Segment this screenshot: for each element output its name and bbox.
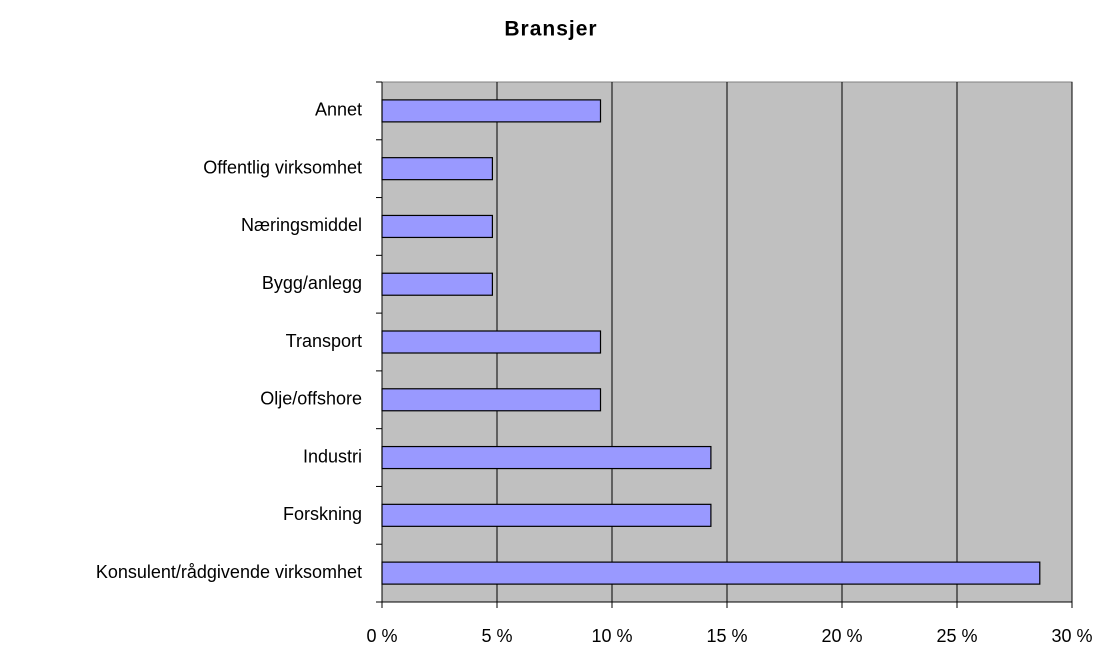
bar: [381, 99, 602, 123]
bar: [381, 330, 602, 354]
x-tick-label: 5 %: [481, 626, 512, 646]
bar: [381, 388, 602, 412]
bar: [381, 157, 494, 181]
x-tick-label: 15 %: [706, 626, 747, 646]
x-tick-label: 25 %: [936, 626, 977, 646]
x-tick-label: 10 %: [591, 626, 632, 646]
y-tick-label: Transport: [286, 331, 362, 351]
y-tick-label: Offentlig virksomhet: [203, 157, 362, 177]
y-tick-label: Bygg/anlegg: [262, 273, 362, 293]
y-tick-label: Industri: [303, 446, 362, 466]
y-tick-label: Olje/offshore: [260, 389, 362, 409]
bar: [381, 445, 712, 470]
chart-title: Bransjer: [504, 18, 597, 41]
x-tick-label: 0 %: [366, 626, 397, 646]
y-tick-label: Forskning: [283, 504, 362, 524]
bar: [381, 503, 712, 527]
y-tick-label: Annet: [315, 100, 362, 120]
y-tick-label: Næringsmiddel: [241, 215, 362, 235]
x-tick-label: 20 %: [821, 626, 862, 646]
bar: [381, 214, 494, 239]
bar: [381, 272, 494, 296]
x-tick-label: 30 %: [1051, 626, 1092, 646]
y-tick-label: Konsulent/rådgivende virksomhet: [96, 562, 362, 582]
bar: [381, 561, 1041, 585]
